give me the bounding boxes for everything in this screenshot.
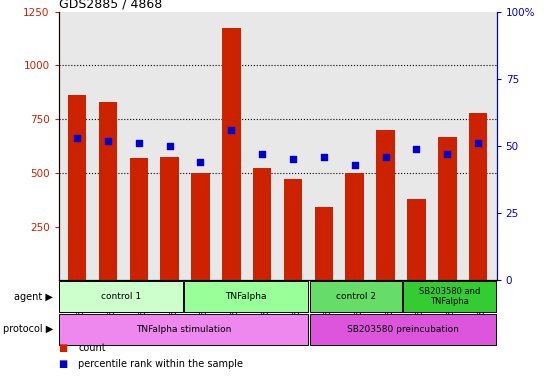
- Bar: [310, 314, 496, 345]
- Bar: [222, 28, 240, 280]
- Bar: [403, 281, 496, 312]
- Point: [443, 151, 452, 157]
- Point: [103, 137, 112, 144]
- Bar: [253, 169, 271, 280]
- Text: control 2: control 2: [336, 292, 376, 301]
- Point: [134, 140, 143, 146]
- Text: SB203580 preincubation: SB203580 preincubation: [347, 325, 459, 334]
- Bar: [129, 158, 148, 280]
- Point: [474, 140, 483, 146]
- Text: ■: ■: [59, 359, 68, 369]
- Text: TNFalpha stimulation: TNFalpha stimulation: [136, 325, 232, 334]
- Point: [165, 143, 174, 149]
- Text: control 1: control 1: [101, 292, 141, 301]
- Bar: [345, 173, 364, 280]
- Point: [350, 162, 359, 168]
- Text: ■: ■: [59, 343, 68, 353]
- Bar: [407, 199, 426, 280]
- Point: [288, 156, 297, 162]
- Bar: [68, 95, 86, 280]
- Bar: [59, 314, 308, 345]
- Text: percentile rank within the sample: percentile rank within the sample: [78, 359, 243, 369]
- Point: [196, 159, 205, 165]
- Bar: [469, 113, 487, 280]
- Bar: [99, 102, 117, 280]
- Text: protocol ▶: protocol ▶: [3, 324, 53, 334]
- Text: agent ▶: agent ▶: [14, 291, 53, 302]
- Bar: [315, 207, 333, 280]
- Bar: [438, 137, 456, 280]
- Bar: [184, 281, 308, 312]
- Bar: [59, 281, 183, 312]
- Bar: [191, 173, 210, 280]
- Text: TNFalpha: TNFalpha: [225, 292, 267, 301]
- Text: SB203580 and
TNFalpha: SB203580 and TNFalpha: [419, 287, 480, 306]
- Point: [381, 154, 390, 160]
- Bar: [160, 157, 179, 280]
- Text: count: count: [78, 343, 106, 353]
- Point: [73, 135, 81, 141]
- Point: [227, 127, 236, 133]
- Point: [412, 146, 421, 152]
- Bar: [376, 130, 395, 280]
- Text: GDS2885 / 4868: GDS2885 / 4868: [59, 0, 162, 10]
- Point: [319, 154, 328, 160]
- Bar: [284, 179, 302, 280]
- Bar: [310, 281, 402, 312]
- Point: [258, 151, 267, 157]
